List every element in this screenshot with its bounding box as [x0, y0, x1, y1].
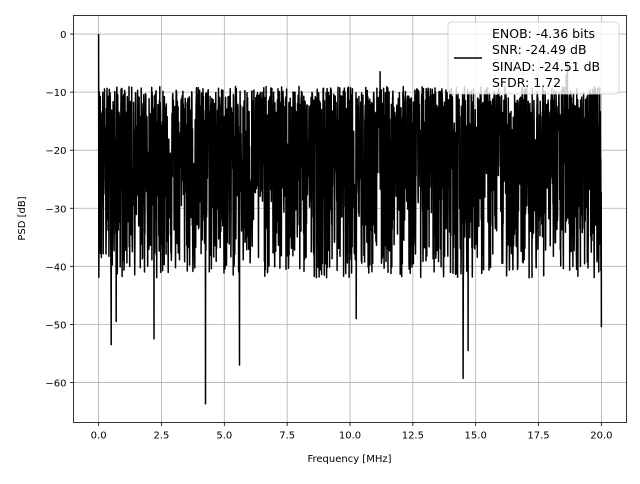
- y-tick-label: −30: [45, 204, 66, 215]
- legend-sfdr: SFDR: 1.72: [492, 75, 561, 90]
- x-axis-ticks: 0.0 2.5 5.0 7.5 10.0 12.5 15.0 17.5 20.0: [91, 422, 612, 442]
- x-tick-label: 5.0: [216, 431, 232, 442]
- x-tick-label: 10.0: [339, 431, 361, 442]
- x-tick-label: 12.5: [402, 431, 424, 442]
- y-tick-label: 0: [60, 30, 66, 41]
- y-axis-ticks: 0 −10 −20 −30 −40 −50 −60: [45, 30, 74, 389]
- x-tick-label: 7.5: [279, 431, 295, 442]
- legend-enob: ENOB: -4.36 bits: [492, 26, 595, 41]
- y-tick-label: −50: [45, 320, 66, 331]
- psd-series-line: [97, 34, 603, 405]
- y-tick-label: −40: [45, 262, 66, 273]
- y-axis-label: PSD [dB]: [17, 196, 28, 240]
- legend-box: [447, 21, 620, 95]
- legend-snr: SNR: -24.49 dB: [492, 42, 587, 57]
- x-tick-label: 2.5: [154, 431, 170, 442]
- y-tick-label: −60: [45, 378, 66, 389]
- x-tick-label: 17.5: [527, 431, 549, 442]
- x-axis-label: Frequency [MHz]: [307, 454, 391, 465]
- y-tick-label: −10: [45, 88, 66, 99]
- x-tick-label: 20.0: [590, 431, 612, 442]
- x-tick-label: 15.0: [465, 431, 487, 442]
- legend-sinad: SINAD: -24.51 dB: [492, 59, 600, 74]
- y-tick-label: −20: [45, 146, 66, 157]
- legend: ENOB: -4.36 bits SNR: -24.49 dB SINAD: -…: [447, 21, 620, 95]
- plot-area: [97, 34, 603, 405]
- x-tick-label: 0.0: [91, 431, 107, 442]
